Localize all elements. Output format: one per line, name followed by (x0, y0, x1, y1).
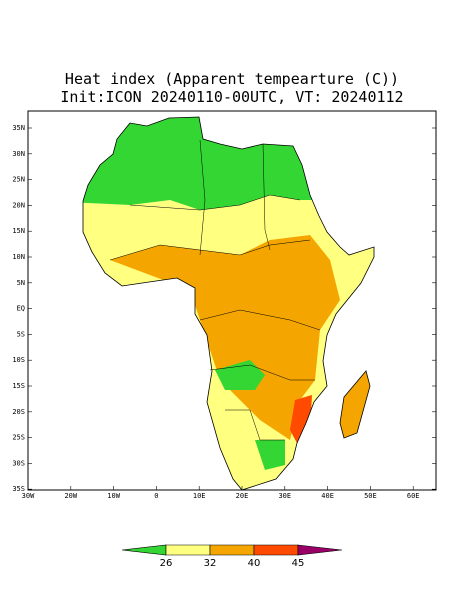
lon-label: 20E (236, 492, 249, 500)
colorbar-label: 32 (204, 558, 217, 569)
lat-label: 5S (17, 330, 25, 338)
lat-label: 20S (12, 408, 25, 416)
axis-ticks: 35N 30N 25N 20N 15N 10N 5N EQ 5S 10S 15S 20S 25S 30S 3… (12, 124, 436, 500)
lon-label: 50E (364, 492, 377, 500)
lat-label: 15N (12, 227, 25, 235)
colorbar-segment (297, 544, 343, 556)
lat-label: 5N (17, 279, 25, 287)
subtitle: Init:ICON 20240110-00UTC, VT: 20240112 (60, 88, 403, 106)
coastline (82, 116, 375, 491)
colorbar-label: 40 (248, 558, 261, 569)
lon-label: 10E (193, 492, 206, 500)
lat-label: 30N (12, 150, 25, 158)
lon-label: 40E (321, 492, 334, 500)
colorbar-label: 26 (160, 558, 173, 569)
lon-label: 60E (407, 492, 420, 500)
borders (109, 139, 321, 441)
map-frame (27, 110, 437, 491)
heat-map (83, 117, 374, 490)
lon-label: 30E (278, 492, 291, 500)
colorbar-label: 45 (292, 558, 305, 569)
colorbar-segment (209, 544, 255, 556)
lat-label: 35N (12, 124, 25, 132)
colorbar-segment (121, 544, 167, 556)
lat-label: 30S (12, 459, 25, 467)
lon-label: 20W (64, 492, 77, 500)
lat-label: 15S (12, 382, 25, 390)
lat-label: 25S (12, 434, 25, 442)
lat-label: 25N (12, 176, 25, 184)
title: Heat index (Apparent tempearture (C)) (65, 70, 399, 88)
colorbar: 26 32 40 45 (121, 544, 343, 569)
lat-label: 10N (12, 253, 25, 261)
lat-label: 20N (12, 201, 25, 209)
lat-label: 10S (12, 356, 25, 364)
lon-label: 30W (22, 492, 35, 500)
lon-label: 0 (154, 492, 158, 500)
madagascar (339, 370, 371, 439)
lat-label: EQ (17, 305, 25, 313)
colorbar-segment (165, 544, 211, 556)
lat-label: 35S (12, 485, 25, 493)
colorbar-segment (253, 544, 299, 556)
lon-label: 10W (107, 492, 120, 500)
